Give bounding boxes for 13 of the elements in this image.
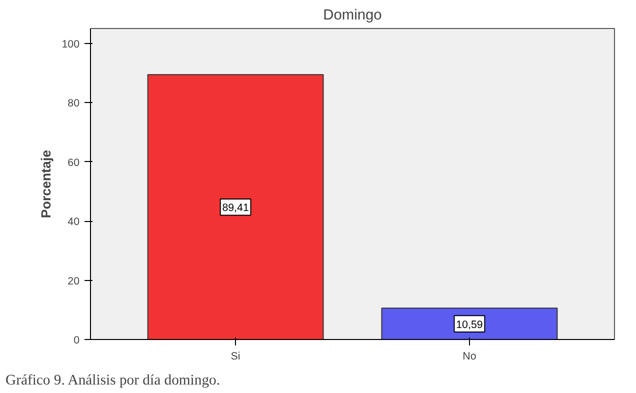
y-tick-label: 80 [68,98,80,110]
text: Gráfico 9. Análisis por día domingo. [6,372,220,388]
data-label: 89,41 [222,202,249,214]
y-tick-label: 60 [68,156,80,169]
x-tick-label: No [462,350,476,362]
x-tick-label: Si [230,350,240,362]
y-tick-label: 20 [68,275,80,288]
y-tick-label: 100 [62,38,80,50]
y-axis-title: Porcentaje [38,150,54,218]
y-tick-label: 40 [68,216,80,228]
data-label: 10,59 [456,318,483,331]
chart-title: Domingo [323,8,382,24]
y-tick-label: 0 [74,334,80,346]
